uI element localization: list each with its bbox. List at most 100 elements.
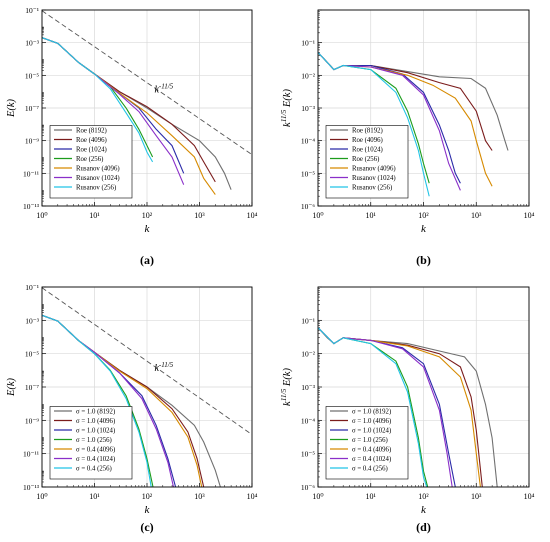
y-tick-label: 10⁻⁷ <box>25 104 39 113</box>
y-tick-label: 10⁻¹ <box>301 316 315 325</box>
legend-label-4: σ = 0.4 (4096) <box>76 447 115 454</box>
y-tick-label: 10⁻² <box>301 71 315 80</box>
x-tick-label: 10⁰ <box>36 211 47 220</box>
x-tick-label: 10² <box>418 211 429 220</box>
series-line-6 <box>42 314 152 487</box>
y-tick-label: 10⁻⁹ <box>25 416 39 425</box>
y-tick-label: 10⁻¹ <box>25 6 39 15</box>
y-tick-label: 10⁻³ <box>301 383 315 392</box>
reference-slope-line <box>42 287 252 435</box>
x-tick-label: 10⁰ <box>312 492 323 501</box>
y-tick-label: 10⁻² <box>301 350 315 359</box>
y-tick-label: 10⁻⁹ <box>25 137 39 146</box>
y-tick-label: 10⁻⁵ <box>25 350 39 359</box>
legend: Roe (8192) Roe (4096) Roe (1024) Roe (256) R… <box>325 125 409 199</box>
legend-label-1: σ = 1.0 (4096) <box>352 418 391 425</box>
x-tick-label: 10¹ <box>89 211 100 220</box>
x-tick-label: 10³ <box>471 211 482 220</box>
legend-label-1: Roe (4096) <box>76 137 107 144</box>
legend-box <box>49 125 133 199</box>
y-tick-label: 10⁻¹ <box>301 39 315 48</box>
x-tick-label: 10³ <box>194 492 205 501</box>
y-tick-label: 10⁻¹³ <box>23 483 40 492</box>
x-tick-label: 10⁰ <box>36 492 47 501</box>
chart-panel-d: 10⁰ 10¹ 10² 10³ 10⁴ 10⁻⁶ 10⁻⁵ 10⁻⁴ 10⁻³ 10⁻² 10⁻¹ σ… <box>279 286 535 516</box>
chart-panel-a: 10⁰ 10¹ 10² 10³ 10⁴ 10⁻¹³ 10⁻¹¹ 10⁻⁹ 10⁻⁷ 10⁻⁵ 10⁻… <box>6 6 258 235</box>
legend-label-3: Roe (256) <box>76 156 103 163</box>
chart-panel-b: 10⁰ 10¹ 10² 10³ 10⁴ 10⁻⁶ 10⁻⁵ 10⁻⁴ 10⁻³ 10⁻² 10⁻¹ R… <box>279 9 535 235</box>
panel-label-b: (b) <box>416 253 431 267</box>
series-line-6 <box>318 327 428 487</box>
legend-label-6: Rusanov (256) <box>76 185 116 192</box>
legend-label-0: σ = 1.0 (8192) <box>76 409 115 416</box>
legend-label-5: Rusanov (1024) <box>76 175 120 182</box>
x-tick-label: 10² <box>142 492 153 501</box>
x-tick-label: 10⁴ <box>247 211 258 220</box>
legend-label-1: Roe (4096) <box>352 137 383 144</box>
legend-label-1: σ = 1.0 (4096) <box>76 418 115 425</box>
panel-label-a: (a) <box>140 253 154 267</box>
x-axis-label: k <box>421 223 427 235</box>
x-tick-label: 10⁰ <box>312 211 323 220</box>
x-tick-label: 10⁴ <box>524 492 535 501</box>
y-tick-label: 10⁻³ <box>25 316 39 325</box>
y-tick-label: 10⁻⁵ <box>25 71 39 80</box>
legend: σ = 1.0 (8192) σ = 1.0 (4096) σ = 1.0 (102… <box>325 406 409 480</box>
x-tick-label: 10³ <box>194 211 205 220</box>
x-tick-label: 10¹ <box>89 492 100 501</box>
legend-box <box>325 125 409 199</box>
y-tick-label: 10⁻³ <box>301 104 315 113</box>
y-tick-label: 10⁻⁶ <box>301 202 315 211</box>
y-tick-label: 10⁻⁷ <box>25 383 39 392</box>
chart-panel-c: 10⁰ 10¹ 10² 10³ 10⁴ 10⁻¹³ 10⁻¹¹ 10⁻⁹ 10⁻⁷ 10⁻⁵ 10⁻… <box>6 283 258 516</box>
reference-slope-label: k-11/5​ <box>154 361 173 374</box>
reference-slope-label: k-11/5​ <box>154 82 173 95</box>
legend: Roe (8192) Roe (4096) Roe (1024) Roe (256) R… <box>49 125 133 199</box>
y-axis-label: E(k) <box>6 98 17 118</box>
x-tick-label: 10³ <box>471 492 482 501</box>
legend-label-4: Rusanov (4096) <box>352 166 396 173</box>
plot-frame <box>41 9 253 207</box>
y-axis-label: E(k) <box>6 377 17 397</box>
reference-slope-line <box>42 10 252 155</box>
x-tick-label: 10¹ <box>366 492 377 501</box>
x-tick-label: 10⁴ <box>247 492 258 501</box>
legend-label-2: σ = 1.0 (1024) <box>76 428 115 435</box>
x-axis-label: k <box>421 504 427 516</box>
plot-frame <box>41 286 253 488</box>
y-tick-label: 10⁻¹¹ <box>23 169 39 178</box>
legend-label-2: Roe (1024) <box>76 147 107 154</box>
y-tick-label: 10⁻¹¹ <box>23 450 39 459</box>
legend-label-3: σ = 1.0 (256) <box>76 437 112 444</box>
legend: σ = 1.0 (8192) σ = 1.0 (4096) σ = 1.0 (102… <box>49 406 133 480</box>
series-line-6 <box>42 37 154 163</box>
series-line-6 <box>318 52 430 197</box>
x-axis-label: k <box>145 223 151 235</box>
y-axis-label: k11/5​ E(k) <box>279 368 293 406</box>
plot-frame <box>317 286 530 488</box>
legend-label-2: Roe (1024) <box>352 147 383 154</box>
y-tick-label: 10⁻¹ <box>25 283 39 292</box>
legend-label-5: σ = 0.4 (1024) <box>352 456 391 463</box>
legend-label-0: σ = 1.0 (8192) <box>352 409 391 416</box>
x-tick-label: 10¹ <box>366 211 377 220</box>
legend-label-3: Roe (256) <box>352 156 379 163</box>
y-tick-label: 10⁻¹³ <box>23 202 40 211</box>
legend-label-0: Roe (8192) <box>352 128 383 135</box>
legend-box <box>325 406 409 480</box>
legend-label-4: Rusanov (4096) <box>76 166 120 173</box>
legend-label-6: σ = 0.4 (256) <box>352 466 388 473</box>
legend-label-6: Rusanov (256) <box>352 185 392 192</box>
y-tick-label: 10⁻⁵ <box>301 169 315 178</box>
y-tick-label: 10⁻³ <box>25 39 39 48</box>
legend-box <box>49 406 133 480</box>
panel-label-d: (d) <box>416 520 431 534</box>
x-tick-label: 10² <box>418 492 429 501</box>
x-tick-label: 10⁴ <box>524 211 535 220</box>
legend-label-4: σ = 0.4 (4096) <box>352 447 391 454</box>
legend-label-3: σ = 1.0 (256) <box>352 437 388 444</box>
x-axis-label: k <box>145 504 151 516</box>
legend-label-5: Rusanov (1024) <box>352 175 396 182</box>
y-tick-label: 10⁻⁴ <box>301 137 315 146</box>
